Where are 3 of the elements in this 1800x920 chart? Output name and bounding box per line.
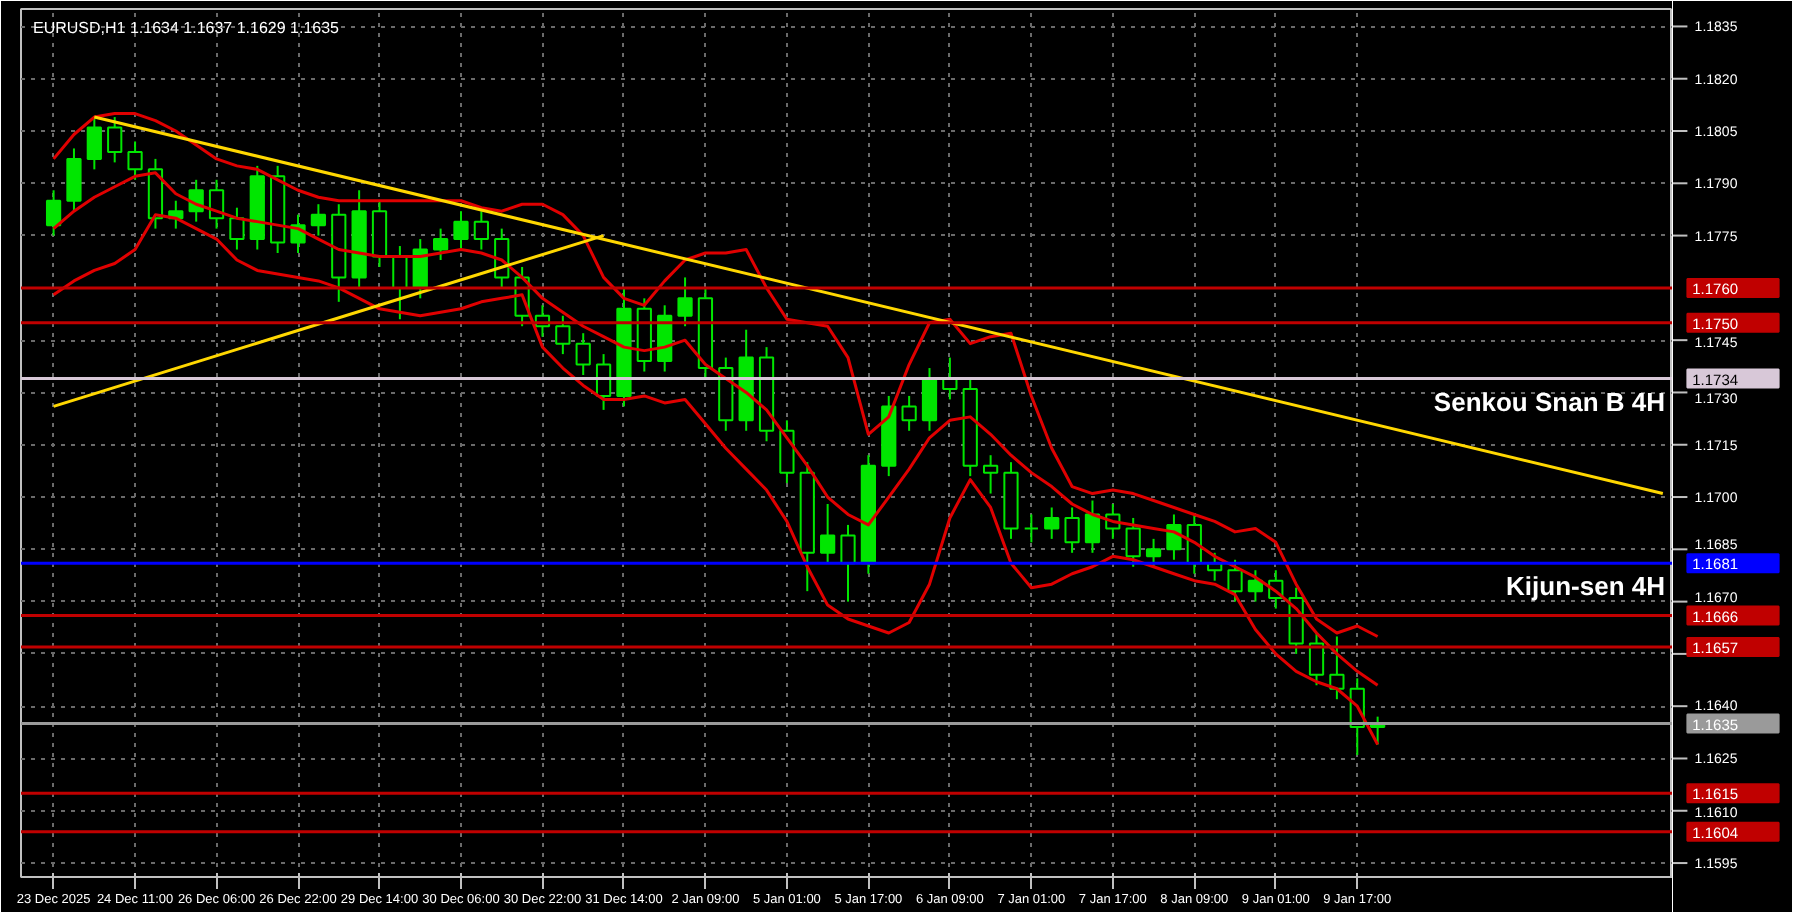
annotation: Senkou Snan B 4H (1433, 386, 1665, 417)
annotation: Kijun-sen 4H (1506, 571, 1666, 602)
text: EURUSD,H1 1.1634 1.1637 1.1629 1.1635 (33, 19, 341, 37)
